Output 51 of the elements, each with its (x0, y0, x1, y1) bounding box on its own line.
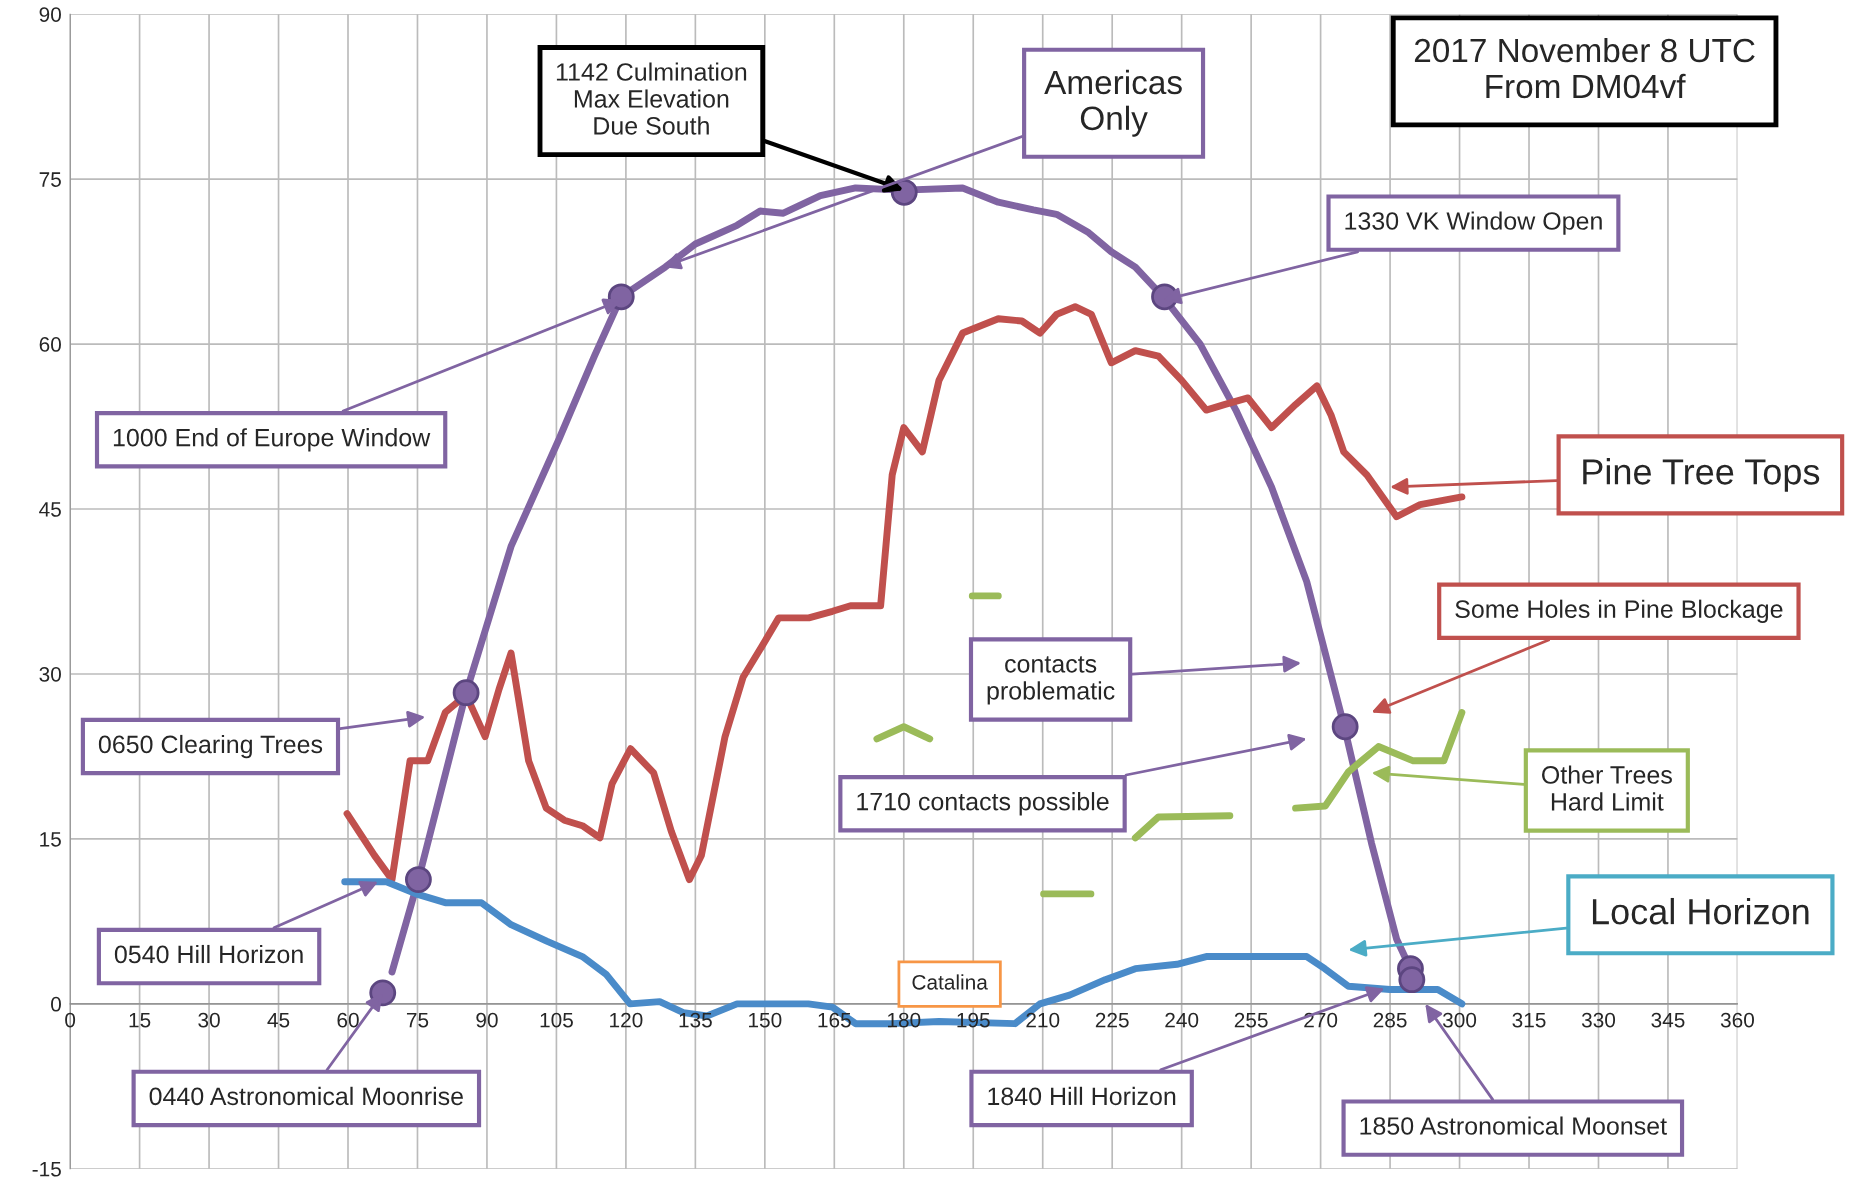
annotation: Other Trees Hard Limit (1542, 765, 1672, 811)
annotation: 0540 Hill Horizon (114, 944, 303, 964)
x-tick-label: 360 (1720, 1012, 1754, 1028)
x-tick-label: 255 (1234, 1012, 1268, 1028)
annotation: Local Horizon (1592, 897, 1809, 925)
x-tick-label: 75 (406, 1012, 429, 1028)
x-tick-label: 30 (198, 1012, 220, 1028)
x-tick-label: 285 (1373, 1012, 1407, 1028)
x-tick-label: 60 (337, 1012, 359, 1028)
x-tick-label: 300 (1442, 1012, 1477, 1028)
annotation: 1330 VK Window Open (1345, 211, 1602, 235)
x-tick-label: 315 (1512, 1012, 1546, 1028)
y-tick-label: 60 (39, 337, 61, 352)
x-tick-label: 225 (1095, 1012, 1129, 1028)
x-tick-label: 90 (476, 1012, 498, 1028)
y-tick-label: 75 (39, 172, 61, 187)
x-tick-label: 240 (1165, 1012, 1199, 1028)
y-tick-label: 90 (39, 7, 61, 22)
x-tick-label: 165 (818, 1012, 851, 1028)
y-tick-label: -15 (32, 1162, 61, 1177)
annotation: Some Holes in Pine Blockage (1455, 599, 1783, 623)
x-tick-label: 135 (679, 1012, 712, 1028)
point (1398, 966, 1426, 994)
x-tick-label: 0 (65, 1012, 76, 1028)
annotation: 0440 Astronomical Moonrise (149, 1086, 463, 1106)
y-tick-label: 0 (51, 996, 61, 1012)
annotation: 1710 contacts possible (857, 792, 1109, 816)
annotation: 1142 Culmination Max Elevation Due South (556, 62, 747, 135)
x-tick-label: 105 (540, 1012, 573, 1028)
x-tick-label: 120 (610, 1012, 643, 1028)
annotation: 0650 Clearing Trees (98, 734, 323, 759)
y-tick-label: 30 (39, 666, 61, 682)
x-tick-label: 210 (1026, 1012, 1060, 1028)
annotation: contacts problematic (987, 656, 1115, 705)
annotation: 1850 Astronomical Moonset (1360, 1116, 1667, 1135)
annotation: Americas Only (1044, 69, 1182, 137)
annotation: 1000 End of Europe Window (113, 428, 431, 452)
annotation: Catalina (912, 974, 988, 990)
y-tick-label: 45 (39, 502, 61, 517)
point (452, 679, 480, 707)
annotation: 1840 Hill Horizon (988, 1086, 1176, 1106)
x-tick-label: 150 (749, 1012, 782, 1028)
annotation: 2017 November 8 UTC From DM04vf (1414, 37, 1755, 99)
x-tick-label: 345 (1651, 1012, 1685, 1028)
x-tick-label: 45 (267, 1012, 290, 1028)
annotation: Pine Tree Tops (1583, 458, 1820, 492)
point (1331, 713, 1359, 741)
x-tick-label: 330 (1581, 1012, 1616, 1028)
point (404, 866, 432, 894)
x-tick-label: 15 (129, 1012, 151, 1028)
y-tick-label: 15 (40, 832, 61, 847)
